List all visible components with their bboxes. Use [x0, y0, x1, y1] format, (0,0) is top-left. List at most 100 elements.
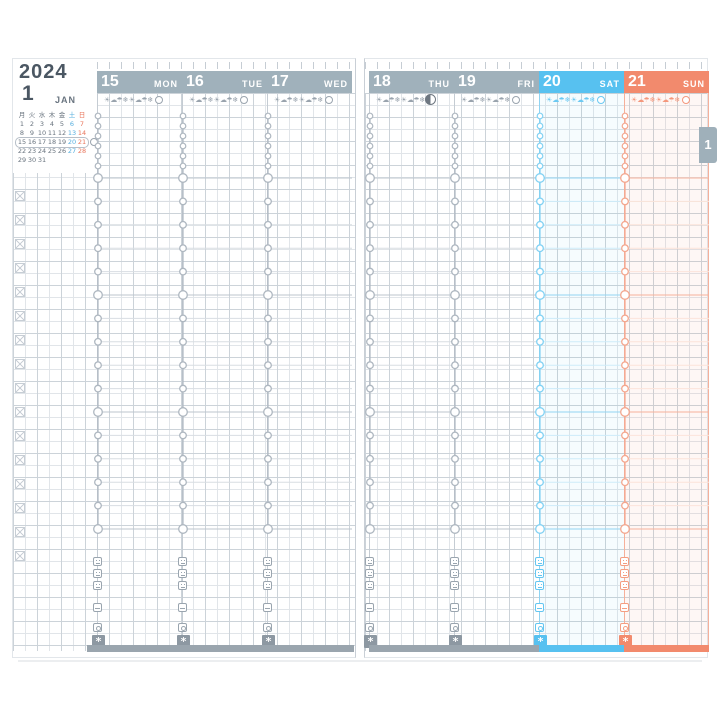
date-number: 15 — [101, 73, 119, 90]
mini-cal-date: 27 — [67, 147, 77, 155]
medicine-icon — [365, 603, 374, 612]
sun-icon: ☀ — [485, 96, 493, 104]
umbrella-icon: ☂ — [413, 96, 420, 104]
meal-lunch-icon — [535, 569, 544, 578]
health-icon — [93, 623, 102, 632]
cloud-icon: ☁ — [467, 96, 475, 104]
mini-cal-weekday: 木 — [48, 111, 56, 119]
weather-row: ☀ ☁ ☂ ❄ ☀ ☁ ☂ ❄ — [97, 94, 182, 107]
mini-cal-date: 7 — [79, 120, 85, 128]
medicine-icon — [263, 603, 272, 612]
sun-icon: ☀ — [400, 96, 408, 104]
sun-icon: ☀ — [631, 96, 638, 104]
meal-dinner-icon — [620, 581, 629, 590]
weather-row: ☀ ☁ ☂ ❄ ☀ ☁ ☂ ❄ — [267, 94, 352, 107]
medicine-icon — [450, 603, 459, 612]
star-marker-icon: * — [92, 635, 105, 648]
bottom-bar — [369, 645, 539, 652]
meal-lunch-icon — [365, 569, 374, 578]
snow-icon: ❄ — [419, 96, 426, 104]
health-icon — [263, 623, 272, 632]
column-tint — [625, 93, 709, 645]
day-column-21: 21 SUN ☀ ☁ ☂ ❄ ☀ ☁ ☂ ❄ * — [619, 71, 709, 653]
date-number: 16 — [186, 73, 204, 90]
snow-icon: ❄ — [317, 96, 324, 104]
mini-cal-date: 15 — [17, 138, 27, 146]
medicine-icon — [620, 603, 629, 612]
mini-cal-date: 30 — [27, 156, 37, 164]
mini-cal-date — [57, 156, 67, 165]
meal-breakfast-icon — [450, 557, 459, 566]
snow-icon: ❄ — [147, 96, 154, 104]
mini-cal-date: 3 — [39, 120, 45, 128]
umbrella-icon: ☂ — [473, 96, 480, 104]
day-column-17: 17 WED ☀ ☁ ☂ ❄ ☀ ☁ ☂ ❄ * — [262, 71, 352, 653]
cloud-icon: ☁ — [195, 96, 203, 104]
timeline-chain — [365, 112, 454, 534]
sun-icon: ☀ — [213, 96, 221, 104]
mini-cal-date: 18 — [47, 138, 57, 146]
todo-checkbox-icon — [15, 455, 25, 465]
cloud-icon: ☁ — [577, 96, 584, 104]
day-header: 20 SAT — [539, 71, 624, 93]
day-header: 15 MON — [97, 71, 182, 93]
mini-cal-date: 21 — [77, 138, 87, 146]
medicine-icon — [178, 603, 187, 612]
day-header: 16 TUE — [182, 71, 267, 93]
star-marker-icon: * — [534, 635, 547, 648]
moon-phase-icon — [325, 96, 333, 104]
snow-icon: ❄ — [564, 96, 571, 104]
day-header: 21 SUN — [624, 71, 709, 93]
health-icon — [178, 623, 187, 632]
month-number: 1 — [22, 82, 34, 105]
umbrella-icon: ☂ — [583, 96, 590, 104]
cloud-icon: ☁ — [220, 96, 227, 104]
timeline-chain — [620, 112, 709, 534]
umbrella-icon: ☂ — [201, 96, 208, 104]
todo-checkbox-icon — [15, 503, 25, 513]
cloud-icon: ☁ — [492, 96, 499, 104]
meal-breakfast-icon — [93, 557, 102, 566]
sun-icon: ☀ — [128, 96, 136, 104]
moon-phase-icon — [597, 96, 605, 104]
umbrella-icon: ☂ — [643, 96, 650, 104]
timeline-chain — [93, 112, 182, 534]
meal-lunch-icon — [178, 569, 187, 578]
timeline-chain — [450, 112, 539, 534]
mini-cal-date: 19 — [57, 138, 67, 146]
star-marker-icon: * — [262, 635, 275, 648]
sun-icon: ☀ — [570, 96, 578, 104]
star-marker-icon: * — [449, 635, 462, 648]
day-header: 19 FRI — [454, 71, 539, 93]
weekday-label: THU — [428, 79, 450, 89]
weather-row: ☀ ☁ ☂ ❄ ☀ ☁ ☂ ❄ — [624, 94, 709, 107]
meal-breakfast-icon — [178, 557, 187, 566]
date-number: 18 — [373, 73, 391, 90]
mini-cal-weekday: 日 — [78, 111, 86, 119]
snow-icon: ❄ — [292, 96, 299, 104]
mini-calendar: 月火水木金土日 1 2 3 4 5 6 7 8 9 10 11 12 13 14 15 16 17 18 19 20 21… — [17, 111, 87, 165]
snow-icon: ❄ — [674, 96, 681, 104]
weekday-label: SAT — [599, 79, 620, 89]
sun-icon: ☀ — [546, 96, 553, 104]
moon-phase-icon — [155, 96, 163, 104]
snow-icon: ❄ — [479, 96, 486, 104]
star-marker-icon: * — [364, 635, 377, 648]
cloud-icon: ☁ — [305, 96, 312, 104]
cloud-icon: ☁ — [382, 96, 390, 104]
star-marker-icon: * — [619, 635, 632, 648]
mini-cal-date: 24 — [37, 147, 47, 155]
binding-ticks — [13, 62, 355, 69]
snow-icon: ❄ — [589, 96, 596, 104]
meal-dinner-icon — [263, 581, 272, 590]
mini-cal-date: 8 — [19, 129, 25, 137]
cloud-icon: ☁ — [637, 96, 645, 104]
mini-cal-date: 5 — [59, 120, 65, 128]
meal-lunch-icon — [93, 569, 102, 578]
year-label: 2024 — [19, 61, 68, 83]
todo-checkbox-icon — [15, 431, 25, 441]
mini-cal-date: 11 — [47, 129, 57, 137]
health-icon — [365, 623, 374, 632]
snow-icon: ❄ — [394, 96, 401, 104]
